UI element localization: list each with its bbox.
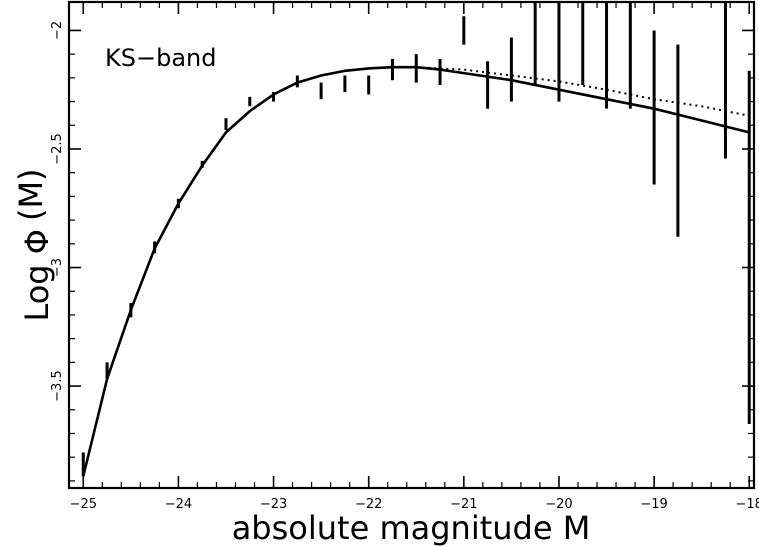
band-annotation: KS−band — [105, 44, 216, 72]
x-axis-label: absolute magnitude M — [232, 509, 591, 547]
plot-frame — [67, 0, 756, 490]
curves-layer — [82, 65, 750, 477]
solid-curve — [82, 65, 750, 477]
x-tick-label: −21 — [450, 497, 477, 512]
x-tick-label: −24 — [165, 497, 192, 512]
x-tick-label: −25 — [70, 497, 97, 512]
x-tick-label: −22 — [355, 497, 382, 512]
y-axis-label-suffix: (M) — [12, 168, 50, 221]
x-tick-label: −23 — [260, 497, 287, 512]
y-axis-label-prefix: Log Φ — [18, 229, 56, 322]
y-axis-label: Log Φ (M) — [12, 168, 56, 321]
tick-labels-layer: −25 −24 −23 −22 −21 −20 −19 −18 −2 −2.5 −3 −3.5 — [50, 21, 759, 512]
errorbars-layer — [81, 2, 751, 477]
x-tick-label: −20 — [545, 497, 572, 512]
y-tick-label: −3.5 — [50, 370, 65, 402]
ticks-layer — [69, 2, 754, 488]
x-tick-label: −18 — [736, 497, 759, 512]
y-tick-label: −2.5 — [50, 133, 65, 165]
dotted-curve — [416, 66, 750, 117]
y-tick-label: −3 — [50, 258, 65, 277]
y-tick-label: −2 — [50, 21, 65, 40]
x-tick-label: −19 — [640, 497, 667, 512]
